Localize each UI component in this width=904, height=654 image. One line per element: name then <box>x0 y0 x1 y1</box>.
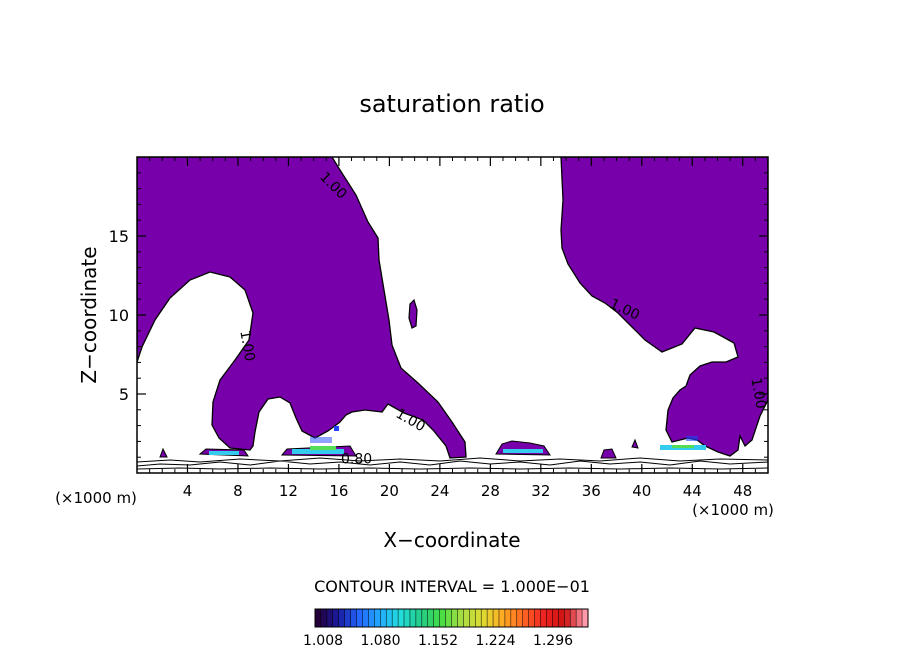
x-tick-label-9: 40 <box>632 482 651 500</box>
y-axis-label: Z−coordinate <box>77 246 101 383</box>
saturation-blob <box>408 298 418 329</box>
x-tick-label-0: 4 <box>183 482 193 500</box>
colorbar-cell <box>368 609 375 627</box>
axis-ticks <box>137 157 768 473</box>
colorbar-tick-label-0: 1.008 <box>303 633 343 649</box>
colorbar-cell <box>404 609 411 627</box>
colorbar-cell <box>487 609 494 627</box>
colorbar <box>314 609 589 627</box>
colorbar-cell <box>493 609 500 627</box>
colorbar-cell <box>350 609 358 627</box>
chart-title: saturation ratio <box>359 90 544 118</box>
colorbar-frame <box>314 608 589 628</box>
y-tick-label-0: 5 <box>119 385 129 404</box>
colorbar-cell <box>540 609 548 627</box>
colorbar-cell <box>315 609 322 627</box>
colorbar-cell <box>386 609 393 627</box>
colorbar-cell <box>374 609 381 627</box>
colorbar-cell <box>546 609 553 627</box>
colorbar-cell <box>326 609 334 627</box>
colorbar-cell <box>534 609 542 627</box>
colorbar-cell <box>433 609 441 627</box>
colorbar-cell <box>356 609 364 627</box>
colorbar-cell <box>392 609 399 627</box>
colorbar-cell <box>362 609 370 627</box>
colorbar-cell <box>338 609 346 627</box>
contour-label-5: 0.80 <box>341 452 372 468</box>
x-tick-label-2: 12 <box>279 482 298 500</box>
colorbar-cell <box>564 609 571 627</box>
colorbar-cell <box>558 609 565 627</box>
colorbar-cell <box>528 609 536 627</box>
colorbar-cell <box>463 609 470 627</box>
surface-cells <box>159 426 706 459</box>
colorbar-cell <box>469 609 476 627</box>
colorbar-cell <box>421 609 429 627</box>
x-tick-label-4: 20 <box>380 482 399 500</box>
colorbar-tick-label-2: 1.152 <box>418 633 458 649</box>
colorbar-cell <box>439 609 447 627</box>
x-tick-label-6: 28 <box>481 482 500 500</box>
colorbar-cell <box>510 609 518 627</box>
colorbar-cell <box>427 609 435 627</box>
x-tick-label-8: 36 <box>582 482 601 500</box>
saturation-region-right <box>560 157 768 457</box>
colorbar-tick-label-1: 1.080 <box>360 633 400 649</box>
colorbar-cell <box>576 609 583 627</box>
colorbar-cell <box>380 609 387 627</box>
colorbar-cell <box>582 609 589 627</box>
contour-label-1: 1.00 <box>236 329 257 362</box>
colorbar-cell <box>320 609 328 627</box>
y-tick-label-1: 10 <box>109 306 129 325</box>
colorbar-cell <box>516 609 524 627</box>
x-tick-label-3: 16 <box>329 482 348 500</box>
x-tick-label-10: 44 <box>683 482 702 500</box>
y-tick-label-2: 15 <box>109 227 129 246</box>
colorbar-cell <box>457 609 464 627</box>
colorbar-cell <box>344 609 352 627</box>
plot-area <box>137 157 768 470</box>
contour-labels: 1.001.001.001.001.000.80 <box>236 169 768 467</box>
colorbar-cell <box>398 609 405 627</box>
colorbar-tick-label-4: 1.296 <box>533 633 573 649</box>
colorbar-cell <box>332 609 340 627</box>
colorbar-tick-label-3: 1.224 <box>475 633 515 649</box>
colorbar-cell <box>498 609 506 627</box>
colorbar-cell <box>451 609 459 627</box>
colorbar-cell <box>415 609 423 627</box>
x-unit-left: (×1000 m) <box>55 489 137 507</box>
colorbar-tick-labels: 1.008 1.080 1.152 1.224 1.296 <box>303 633 573 649</box>
x-tick-labels: 4 8 12 16 20 24 28 32 36 40 44 48 <box>183 482 753 500</box>
colorbar-cell <box>481 609 488 627</box>
colorbar-cell <box>445 609 453 627</box>
saturation-region-left <box>137 157 467 459</box>
colorbar-cell <box>552 609 559 627</box>
x-tick-label-1: 8 <box>233 482 243 500</box>
x-tick-label-5: 24 <box>430 482 449 500</box>
x-tick-label-11: 48 <box>733 482 752 500</box>
y-tick-labels: 5 10 15 <box>109 227 129 404</box>
boundary-layer-contours <box>137 457 768 470</box>
x-unit-right: (×1000 m) <box>692 501 774 519</box>
x-axis-label: X−coordinate <box>383 528 520 552</box>
colorbar-cell <box>570 609 577 627</box>
colorbar-cell <box>409 609 417 627</box>
contour-interval: CONTOUR INTERVAL = 1.000E−01 <box>314 577 590 596</box>
colorbar-cell <box>475 609 482 627</box>
colorbar-cell <box>522 609 530 627</box>
colorbar-cell <box>504 609 512 627</box>
x-tick-label-7: 32 <box>531 482 550 500</box>
contour-label-4: 1.00 <box>747 377 768 410</box>
